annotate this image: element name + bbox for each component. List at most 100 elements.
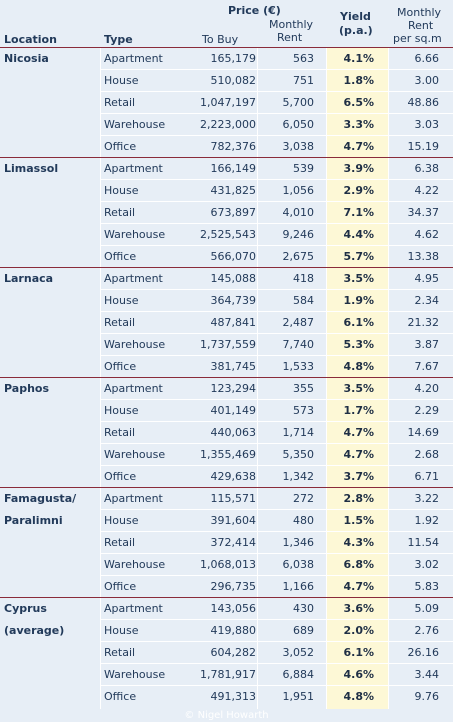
monthly-rent: 689 [293,624,314,637]
rent-per-sqm: 6.71 [414,470,440,483]
price-to-buy: 1,047,197 [200,96,256,109]
property-type: Apartment [104,272,163,285]
table-row: Warehouse 1,737,559 7,740 5.3% 3.87 [0,334,453,356]
price-to-buy: 440,063 [210,426,257,439]
yield-value: 1.7% [343,404,374,417]
monthly-rent: 1,166 [282,580,315,593]
table-row: Office 491,313 1,951 4.8% 9.76 [0,686,453,708]
header-rule [0,47,453,48]
yield-value: 3.5% [343,272,374,285]
yield-value: 2.9% [343,184,374,197]
yield-value: 4.7% [343,448,374,461]
monthly-rent: 1,714 [282,426,315,439]
table-row: Retail 1,047,197 5,700 6.5% 48.86 [0,92,453,114]
yield-value: 4.8% [343,690,374,703]
price-to-buy: 487,841 [210,316,257,329]
monthly-rent: 1,533 [282,360,315,373]
rent-per-sqm: 6.66 [414,52,440,65]
table-row: Office 782,376 3,038 4.7% 15.19 [0,136,453,158]
yield-value: 4.8% [343,360,374,373]
property-type: Warehouse [104,558,166,571]
location-group: Paphos Apartment 123,294 355 3.5% 4.20 House 40… [0,378,453,488]
price-header: Price (€) [228,4,281,17]
rent-per-sqm: 2.29 [414,404,440,417]
yield-value: 4.6% [343,668,374,681]
yield-value: 6.5% [343,96,374,109]
table-row: House 431,825 1,056 2.9% 4.22 [0,180,453,202]
rent-per-sqm: 2.34 [414,294,440,307]
property-type: Office [104,690,137,703]
location-name: Paphos [4,382,49,395]
rent-per-sqm: 3.22 [414,492,440,505]
price-to-buy: 381,745 [210,360,257,373]
table-row: Office 381,745 1,533 4.8% 7.67 [0,356,453,378]
table-row: Retail 487,841 2,487 6.1% 21.32 [0,312,453,334]
table-row: Larnaca Apartment 145,088 418 3.5% 4.95 [0,268,453,290]
property-type: Warehouse [104,668,166,681]
monthly-rent: 2,675 [282,250,315,263]
table-row: Famagusta/Apartment 115,571 272 2.8% 3.22 [0,488,453,510]
table-row: Warehouse 2,525,543 9,246 4.4% 4.62 [0,224,453,246]
column-separator [388,48,389,709]
monthly-rent: 5,700 [282,96,315,109]
table-row: Retail 673,897 4,010 7.1% 34.37 [0,202,453,224]
table-row: Limassol Apartment 166,149 539 3.9% 6.38 [0,158,453,180]
property-type: Apartment [104,162,163,175]
price-to-buy: 143,056 [210,602,257,615]
rent-per-sqm: 4.95 [414,272,440,285]
table-row: Retail 604,282 3,052 6.1% 26.16 [0,642,453,664]
price-to-buy: 145,088 [210,272,257,285]
monthly-rent: 4,010 [282,206,315,219]
rent-per-sqm: 26.16 [407,646,440,659]
table-header: Price (€) Monthly Rent To Buy Yield (p.a… [0,0,453,49]
price-to-buy: 364,739 [210,294,257,307]
location-group: Larnaca Apartment 145,088 418 3.5% 4.95 House 3… [0,268,453,378]
monthly-rent: 480 [293,514,314,527]
yield-value: 2.8% [343,492,374,505]
property-type: Retail [104,316,136,329]
property-type: Retail [104,426,136,439]
price-to-buy: 401,149 [210,404,257,417]
table-row: Paphos Apartment 123,294 355 3.5% 4.20 [0,378,453,400]
price-to-buy: 782,376 [210,140,257,153]
price-to-buy: 1,068,013 [200,558,256,571]
monthly-rent: 1,346 [282,536,315,549]
property-type: Office [104,360,137,373]
rent-per-sqm: 13.38 [407,250,440,263]
yield-value: 5.3% [343,338,374,351]
monthly-rent: 6,884 [282,668,315,681]
price-to-buy: 1,781,917 [200,668,256,681]
monthly-rent: 430 [293,602,314,615]
location-group: Nicosia Apartment 165,179 563 4.1% 6.66 House 5… [0,48,453,158]
property-table: Nicosia Apartment 165,179 563 4.1% 6.66 House 5… [0,48,453,708]
price-to-buy: 296,735 [210,580,257,593]
property-type: Retail [104,96,136,109]
property-type: House [104,74,139,87]
yield-value: 7.1% [343,206,374,219]
property-type: Retail [104,536,136,549]
yield-value: 1.9% [343,294,374,307]
table-row: House 510,082 751 1.8% 3.00 [0,70,453,92]
property-type: House [104,404,139,417]
price-to-buy: 123,294 [210,382,257,395]
yield-value: 4.1% [343,52,374,65]
column-separator [257,48,258,709]
table-row: Office 566,070 2,675 5.7% 13.38 [0,246,453,268]
price-to-buy: 491,313 [210,690,257,703]
to-buy-header: To Buy [202,33,239,46]
yield-value: 4.3% [343,536,374,549]
monthly-rent: 3,038 [282,140,315,153]
monthly-rent: 539 [293,162,314,175]
yield-value: 2.0% [343,624,374,637]
property-type: Warehouse [104,338,166,351]
rent-per-sqm: 48.86 [407,96,440,109]
property-type: Warehouse [104,118,166,131]
location-name: Larnaca [4,272,54,285]
monthly-rent: 272 [293,492,314,505]
property-type: Office [104,580,137,593]
monthly-rent: 7,740 [282,338,315,351]
price-to-buy: 419,880 [210,624,257,637]
property-type: Warehouse [104,448,166,461]
column-separator [326,48,327,709]
monthly-rent-header-top: Monthly [269,18,314,31]
